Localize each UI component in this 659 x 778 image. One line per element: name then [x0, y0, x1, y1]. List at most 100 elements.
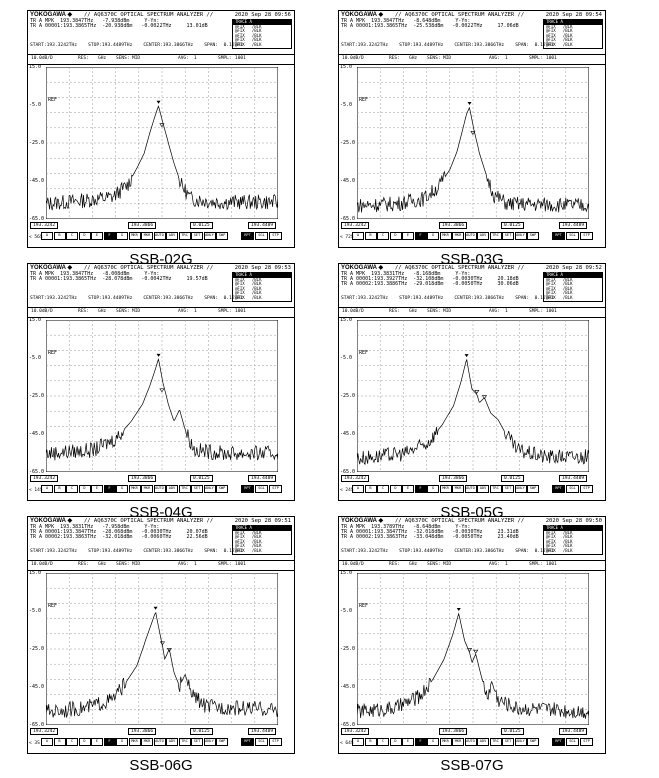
- setting-avg[interactable]: AVG:: [178, 309, 189, 314]
- softkey-button[interactable]: F: [103, 232, 116, 240]
- softkey-button[interactable]: MKR: [141, 232, 153, 240]
- trace-item[interactable]: @FIX /BLK: [546, 290, 573, 296]
- trace-item[interactable]: @FIX /BLK: [235, 547, 262, 553]
- setting-res-val[interactable]: GHz: [98, 56, 107, 61]
- trace-item[interactable]: @FIX /BLK: [546, 28, 573, 34]
- softkey-button[interactable]: SWP: [216, 738, 228, 746]
- softkey-button[interactable]: AUTO: [153, 738, 166, 746]
- softkey-button[interactable]: E: [91, 738, 103, 746]
- softkey-button[interactable]: AUTO: [464, 738, 477, 746]
- softkey-button[interactable]: A: [41, 232, 53, 240]
- softkey-button[interactable]: MKR: [439, 485, 452, 493]
- trace-item[interactable]: @FIX /BLK: [546, 534, 573, 540]
- softkey-button[interactable]: E: [402, 738, 414, 746]
- softkey-button[interactable]: MKR: [128, 232, 141, 240]
- sweep-button[interactable]: RPT: [241, 232, 254, 240]
- setting-sens[interactable]: SENS:: [116, 562, 130, 567]
- softkey-button[interactable]: C: [66, 738, 78, 746]
- trace-item[interactable]: @FIX /BLK: [235, 276, 262, 282]
- trace-list[interactable]: TRACE A @FIX /BLK @FIX /BLK @FIX /BLK @FIX /…: [543, 525, 603, 555]
- softkey-button[interactable]: ADV: [166, 485, 178, 493]
- softkey-button[interactable]: B: [364, 232, 377, 240]
- trace-item[interactable]: @FIX /BLK: [235, 543, 262, 549]
- softkey-button[interactable]: D: [78, 485, 91, 493]
- softkey-button[interactable]: AUTO: [153, 232, 166, 240]
- trace-item[interactable]: @FIX /BLK: [546, 547, 573, 553]
- softkey-button[interactable]: G: [427, 738, 439, 746]
- trace-item[interactable]: @FIX /BLK: [546, 543, 573, 549]
- setting-smpl[interactable]: SMPL:: [529, 309, 543, 314]
- softkey-button[interactable]: G: [116, 232, 128, 240]
- setting-sens-val[interactable]: MID: [443, 562, 452, 567]
- trace-item[interactable]: @FIX /BLK: [235, 285, 262, 291]
- softkey-button[interactable]: A: [352, 738, 364, 746]
- softkey-button[interactable]: ADV: [477, 738, 489, 746]
- setting-sens-val[interactable]: MID: [132, 562, 141, 567]
- softkey-button[interactable]: AUTO: [464, 232, 477, 240]
- softkey-button[interactable]: ANLY: [203, 738, 216, 746]
- softkey-button[interactable]: ANLY: [514, 485, 527, 493]
- softkey-bar[interactable]: A B C D E F G MKR MKR AUTO ADV TRC SET ANLY SWP RPT SGL S…: [352, 232, 602, 241]
- trace-item[interactable]: @FIX /BLK: [235, 37, 262, 43]
- softkey-button[interactable]: F: [103, 738, 116, 746]
- sweep-button[interactable]: STP: [580, 738, 593, 746]
- softkey-button[interactable]: SET: [502, 738, 514, 746]
- softkey-bar[interactable]: A B C D E F G MKR MKR AUTO ADV TRC SET ANLY SWP RPT SGL S…: [41, 738, 291, 747]
- softkey-button[interactable]: B: [364, 485, 377, 493]
- trace-item[interactable]: @FIX /BLK: [235, 32, 262, 38]
- setting-ref[interactable]: 10.0dB/D: [342, 562, 364, 567]
- sweep-button[interactable]: RPT: [552, 485, 565, 493]
- trace-item[interactable]: TRACE A: [233, 272, 291, 278]
- sweep-button[interactable]: SGL: [566, 232, 579, 240]
- softkey-button[interactable]: AUTO: [153, 485, 166, 493]
- setting-smpl-val[interactable]: 1001: [235, 309, 246, 314]
- softkey-button[interactable]: SET: [191, 485, 203, 493]
- trace-list[interactable]: TRACE A @FIX /BLK @FIX /BLK @FIX /BLK @FIX /…: [232, 525, 292, 555]
- softkey-button[interactable]: MKR: [452, 485, 464, 493]
- softkey-button[interactable]: F: [414, 232, 427, 240]
- setting-sens[interactable]: SENS:: [427, 56, 441, 61]
- softkey-button[interactable]: C: [377, 485, 389, 493]
- softkey-button[interactable]: B: [53, 738, 66, 746]
- sweep-button[interactable]: SGL: [566, 485, 579, 493]
- softkey-button[interactable]: G: [427, 232, 439, 240]
- trace-item[interactable]: @FIX /BLK: [546, 529, 573, 535]
- trace-item[interactable]: @FIX /BLK: [235, 41, 262, 47]
- setting-sens[interactable]: SENS:: [427, 562, 441, 567]
- softkey-button[interactable]: C: [377, 738, 389, 746]
- trace-item[interactable]: TRACE A: [233, 525, 291, 531]
- softkey-button[interactable]: MKR: [128, 485, 141, 493]
- trace-item[interactable]: TRACE A: [233, 19, 291, 25]
- softkey-button[interactable]: A: [41, 485, 53, 493]
- setting-smpl-val[interactable]: 1001: [546, 309, 557, 314]
- setting-sens-val[interactable]: MID: [443, 309, 452, 314]
- softkey-bar[interactable]: A B C D E F G MKR MKR AUTO ADV TRC SET ANLY SWP RPT SGL S…: [41, 485, 291, 494]
- trace-item[interactable]: @FIX /BLK: [235, 23, 262, 29]
- setting-res[interactable]: RES:: [78, 56, 89, 61]
- trace-item[interactable]: @FIX /BLK: [235, 294, 262, 300]
- setting-avg[interactable]: AVG:: [489, 309, 500, 314]
- softkey-bar[interactable]: A B C D E F G MKR MKR AUTO ADV TRC SET ANLY SWP RPT SGL S…: [352, 738, 602, 747]
- setting-avg-val[interactable]: 1: [194, 562, 197, 567]
- sweep-button[interactable]: STP: [269, 738, 282, 746]
- softkey-button[interactable]: A: [352, 232, 364, 240]
- setting-res[interactable]: RES:: [389, 56, 400, 61]
- setting-ref[interactable]: 10.0dB/D: [342, 56, 364, 61]
- softkey-button[interactable]: MKR: [141, 738, 153, 746]
- setting-res-val[interactable]: GHz: [98, 309, 107, 314]
- softkey-button[interactable]: B: [53, 232, 66, 240]
- softkey-button[interactable]: MKR: [452, 738, 464, 746]
- trace-item[interactable]: @FIX /BLK: [546, 538, 573, 544]
- softkey-button[interactable]: ADV: [477, 485, 489, 493]
- trace-list[interactable]: TRACE A @FIX /BLK @FIX /BLK @FIX /BLK @FIX /…: [232, 19, 292, 49]
- softkey-button[interactable]: SET: [191, 738, 203, 746]
- setting-res-val[interactable]: GHz: [409, 309, 418, 314]
- sweep-button[interactable]: SGL: [255, 485, 268, 493]
- setting-smpl[interactable]: SMPL:: [218, 309, 232, 314]
- trace-item[interactable]: TRACE A: [544, 525, 602, 531]
- setting-res-val[interactable]: GHz: [98, 562, 107, 567]
- softkey-button[interactable]: ADV: [166, 232, 178, 240]
- softkey-button[interactable]: E: [402, 232, 414, 240]
- setting-smpl-val[interactable]: 1001: [546, 56, 557, 61]
- trace-item[interactable]: @FIX /BLK: [546, 23, 573, 29]
